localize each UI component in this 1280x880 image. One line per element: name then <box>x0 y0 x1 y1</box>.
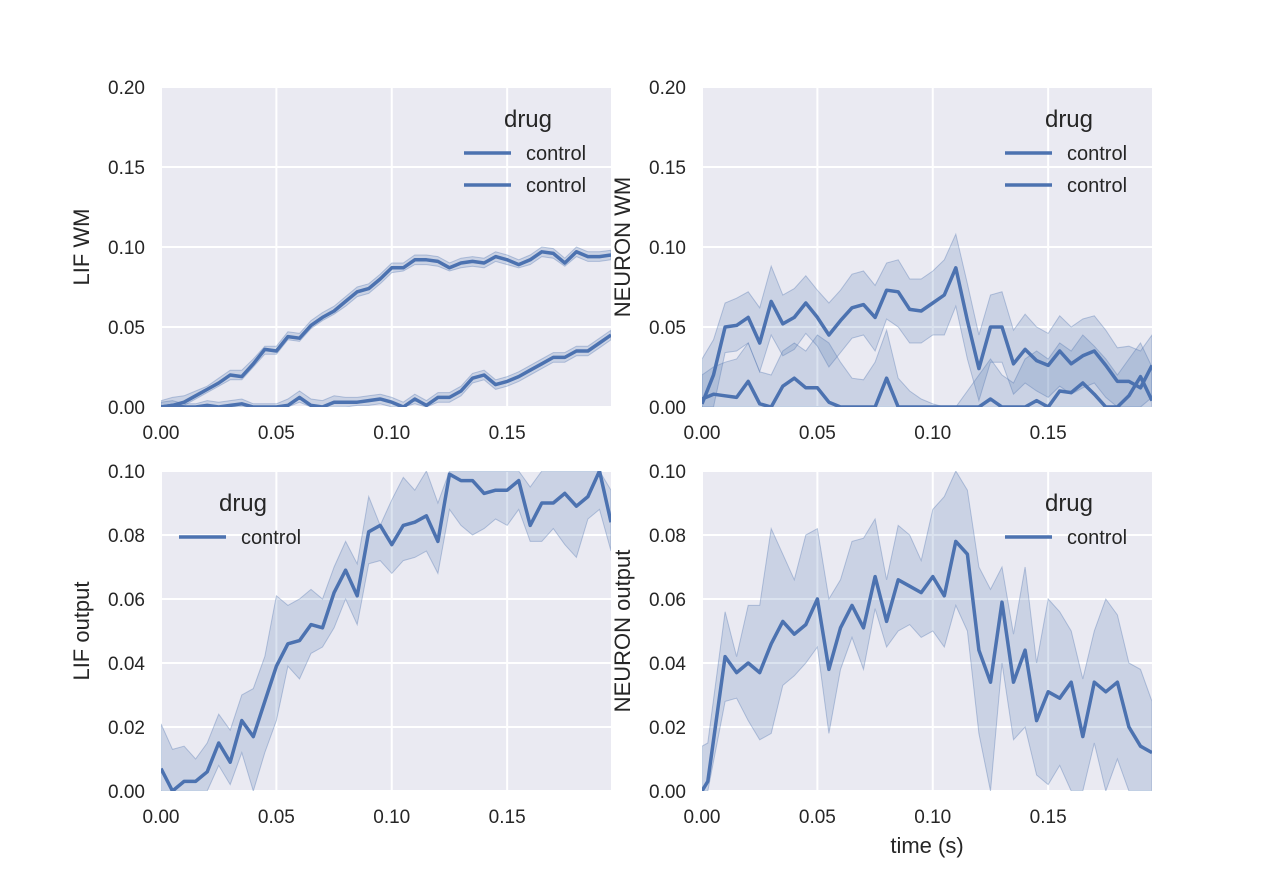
legend-entry: control <box>1067 527 1127 549</box>
x-tick-label: 0.05 <box>799 807 836 828</box>
y-tick-label: 0.02 <box>108 718 145 739</box>
y-tick-label: 0.00 <box>649 782 686 803</box>
series-line <box>702 266 1152 405</box>
legend-entry: control <box>526 143 586 165</box>
y-axis-label: LIF WM <box>69 209 94 286</box>
x-tick-label: 0.05 <box>799 423 836 444</box>
confidence-band <box>702 232 1152 407</box>
legend: drug control control <box>464 106 586 197</box>
x-tick-label: 0.10 <box>914 807 951 828</box>
series-line <box>161 471 611 791</box>
legend-title: drug <box>1045 106 1093 133</box>
panel-bottom-left: 0.00 0.05 0.10 0.15 0.00 0.02 0.04 0.06 0.08 0.10… <box>69 462 611 828</box>
y-tick-label: 0.15 <box>108 158 145 179</box>
y-tick-label: 0.02 <box>649 718 686 739</box>
y-tick-label: 0.00 <box>108 782 145 803</box>
y-tick-label: 0.05 <box>649 318 686 339</box>
x-tick-label: 0.05 <box>258 807 295 828</box>
x-tick-label: 0.15 <box>489 423 526 444</box>
y-tick-label: 0.15 <box>649 158 686 179</box>
legend: drug control <box>179 490 301 549</box>
plot-series-group <box>702 232 1152 407</box>
y-tick-label: 0.10 <box>108 238 145 259</box>
plot-series-group <box>702 471 1152 791</box>
x-tick-label: 0.00 <box>684 423 721 444</box>
y-tick-label: 0.08 <box>649 526 686 547</box>
y-axis-label: NEURON output <box>610 550 635 713</box>
legend-title: drug <box>219 490 267 517</box>
legend-entry: control <box>1067 143 1127 165</box>
x-tick-label: 0.05 <box>258 423 295 444</box>
y-tick-label: 0.20 <box>108 78 145 99</box>
confidence-band <box>161 329 611 407</box>
series-line <box>702 539 1152 791</box>
y-tick-label: 0.05 <box>108 318 145 339</box>
y-tick-label: 0.08 <box>108 526 145 547</box>
y-tick-label: 0.10 <box>649 238 686 259</box>
y-tick-label: 0.00 <box>108 398 145 419</box>
legend: drug control control <box>1005 106 1127 197</box>
x-tick-label: 0.10 <box>373 807 410 828</box>
legend: drug control <box>1005 490 1127 549</box>
panel-bottom-right: 0.00 0.05 0.10 0.15 0.00 0.02 0.04 0.06 0.08 0.10… <box>610 462 1152 858</box>
x-tick-label: 0.00 <box>143 807 180 828</box>
y-axis-label: LIF output <box>69 581 94 680</box>
y-tick-label: 0.20 <box>649 78 686 99</box>
y-tick-label: 0.06 <box>108 590 145 611</box>
y-tick-label: 0.06 <box>649 590 686 611</box>
y-tick-label: 0.10 <box>108 462 145 483</box>
x-axis-label: time (s) <box>890 833 963 858</box>
x-tick-label: 0.15 <box>489 807 526 828</box>
y-tick-label: 0.00 <box>649 398 686 419</box>
legend-title: drug <box>1045 490 1093 517</box>
plot-series-group <box>161 471 611 791</box>
legend-entry: control <box>241 527 301 549</box>
y-tick-label: 0.04 <box>108 654 145 675</box>
legend-entry: control <box>526 175 586 197</box>
panel-top-right: 0.00 0.05 0.10 0.15 0.00 0.05 0.10 0.15 0.20 NEUR… <box>610 78 1152 444</box>
confidence-band <box>161 471 611 791</box>
series-line <box>161 333 611 407</box>
legend-entry: control <box>1067 175 1127 197</box>
x-tick-label: 0.15 <box>1030 807 1067 828</box>
x-tick-label: 0.10 <box>914 423 951 444</box>
plot-series-group <box>161 246 611 407</box>
series-line <box>161 250 611 407</box>
y-axis-label: NEURON WM <box>610 177 635 318</box>
y-tick-label: 0.04 <box>649 654 686 675</box>
x-tick-label: 0.15 <box>1030 423 1067 444</box>
x-tick-label: 0.10 <box>373 423 410 444</box>
panel-top-left: 0.00 0.05 0.10 0.15 0.00 0.05 0.10 0.15 0.20 LIF … <box>69 78 611 444</box>
series-line <box>702 374 1152 407</box>
y-tick-label: 0.10 <box>649 462 686 483</box>
legend-title: drug <box>504 106 552 133</box>
x-tick-label: 0.00 <box>684 807 721 828</box>
x-tick-label: 0.00 <box>143 423 180 444</box>
